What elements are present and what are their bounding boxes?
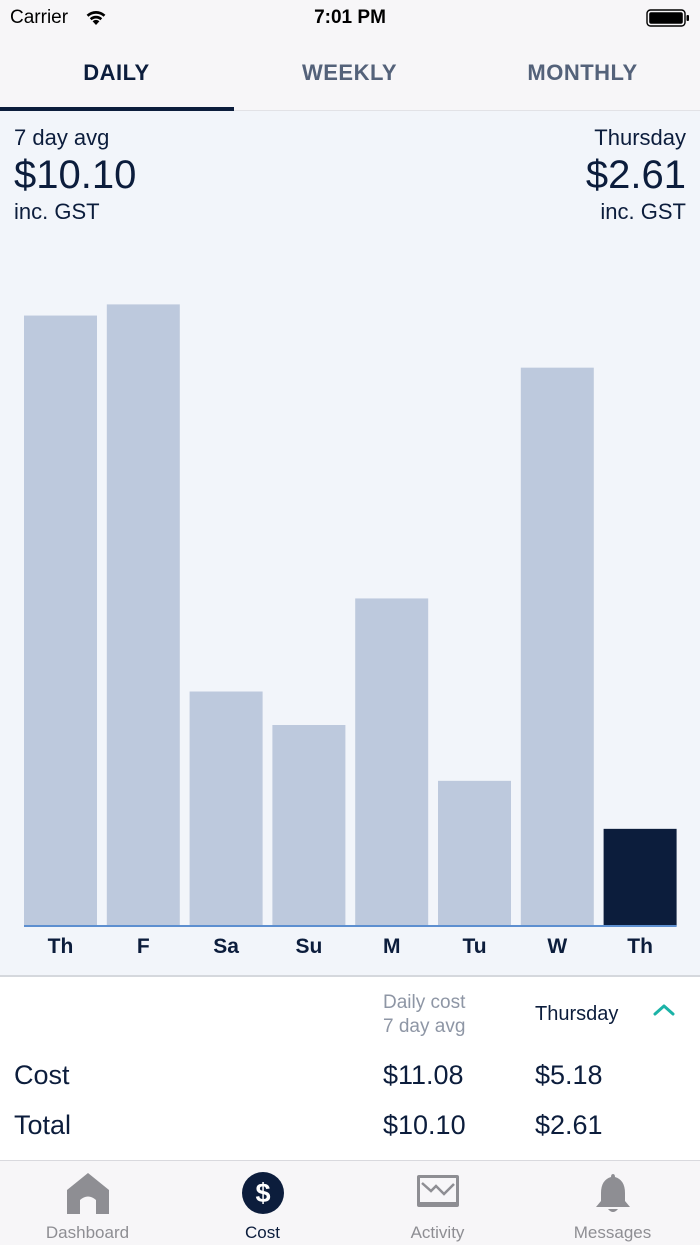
- bar-0-th[interactable]: [24, 315, 97, 926]
- tab-monthly[interactable]: MONTHLY: [527, 60, 638, 85]
- avg-value: $10.10: [14, 153, 137, 197]
- tab-daily[interactable]: DAILY: [83, 60, 150, 85]
- x-tick-label-3: Su: [295, 935, 322, 958]
- total-row-avg: $10.10: [383, 1110, 466, 1140]
- tabbar-item-cost[interactable]: $ Cost: [175, 1161, 350, 1245]
- selected-day-column-header: Thursday: [535, 1003, 619, 1025]
- daily-cost-header-line1: Daily cost: [383, 992, 466, 1013]
- avg-label: 7 day avg: [14, 125, 110, 150]
- bar-6-w[interactable]: [520, 367, 594, 927]
- cost-breakdown-table: Daily cost 7 day avg Thursday Cost $11.0…: [0, 977, 700, 1160]
- chevron-up-icon[interactable]: [652, 1001, 676, 1017]
- dollar-icon: $: [241, 1172, 284, 1214]
- selected-day-value: $2.61: [585, 153, 686, 197]
- tabbar-item-activity[interactable]: Activity: [350, 1161, 525, 1245]
- bar-3-su[interactable]: [272, 725, 346, 926]
- carrier-label: Carrier: [10, 7, 69, 28]
- total-row-label: Total: [14, 1110, 72, 1140]
- svg-text:$: $: [255, 1178, 270, 1208]
- tabbar-item-dashboard[interactable]: Dashboard: [0, 1161, 175, 1245]
- active-tab-indicator: [0, 107, 234, 111]
- selected-day-label: Thursday: [594, 125, 686, 150]
- bell-icon: [595, 1174, 630, 1212]
- x-tick-label-6: W: [547, 935, 567, 958]
- selected-day-summary: Thursday $2.61 inc. GST: [586, 125, 686, 225]
- daily-cost-header-line2: 7 day avg: [383, 1016, 466, 1037]
- cost-chart-panel: Th F Sa Su M Tu W Th 7 day avg $10.10 inc. GST …: [0, 111, 700, 977]
- x-tick-label-2: Sa: [213, 935, 239, 958]
- tabbar-item-messages[interactable]: Messages: [525, 1161, 700, 1245]
- bar-2-sa[interactable]: [189, 691, 263, 927]
- status-bar: Carrier 7:01 PM: [0, 0, 700, 36]
- bottom-tab-bar: Dashboard $ Cost Activity Messages: [0, 1160, 700, 1245]
- avg-gst-note: inc. GST: [14, 199, 100, 224]
- tab-weekly[interactable]: WEEKLY: [301, 60, 398, 85]
- x-tick-label-1: F: [137, 935, 150, 958]
- tabbar-label-messages: Messages: [573, 1223, 652, 1242]
- tabbar-label-cost: Cost: [245, 1223, 280, 1242]
- tabbar-label-dashboard: Dashboard: [45, 1223, 130, 1242]
- bar-1-f[interactable]: [106, 304, 180, 926]
- bar-5-tu[interactable]: [438, 780, 511, 926]
- daily-cost-column-header: Daily cost 7 day avg: [383, 991, 465, 1039]
- wifi-icon: [86, 11, 106, 25]
- daily-cost-bar-chart: Th F Sa Su M Tu W Th: [24, 304, 677, 958]
- x-tick-label-0: Th: [48, 935, 74, 958]
- cost-row-avg: $11.08: [383, 1060, 464, 1090]
- bar-4-m[interactable]: [355, 598, 429, 926]
- x-tick-label-5: Tu: [462, 935, 486, 958]
- period-tabs: DAILY WEEKLY MONTHLY: [0, 36, 700, 111]
- house-icon: [66, 1173, 109, 1214]
- total-row-day: $2.61: [535, 1110, 603, 1140]
- activity-chart-icon: [416, 1175, 459, 1207]
- tabbar-label-activity: Activity: [410, 1223, 465, 1242]
- cost-row-label: Cost: [14, 1060, 70, 1090]
- selected-day-gst-note: inc. GST: [600, 199, 686, 224]
- cost-row-day: $5.18: [535, 1060, 603, 1090]
- x-tick-label-4: M: [383, 935, 401, 958]
- battery-icon: [646, 9, 689, 27]
- seven-day-average-summary: 7 day avg $10.10 inc. GST: [14, 125, 136, 225]
- x-tick-label-7: Th: [627, 935, 653, 958]
- clock-time: 7:01 PM: [314, 7, 386, 28]
- bar-7-th[interactable]: [603, 828, 677, 926]
